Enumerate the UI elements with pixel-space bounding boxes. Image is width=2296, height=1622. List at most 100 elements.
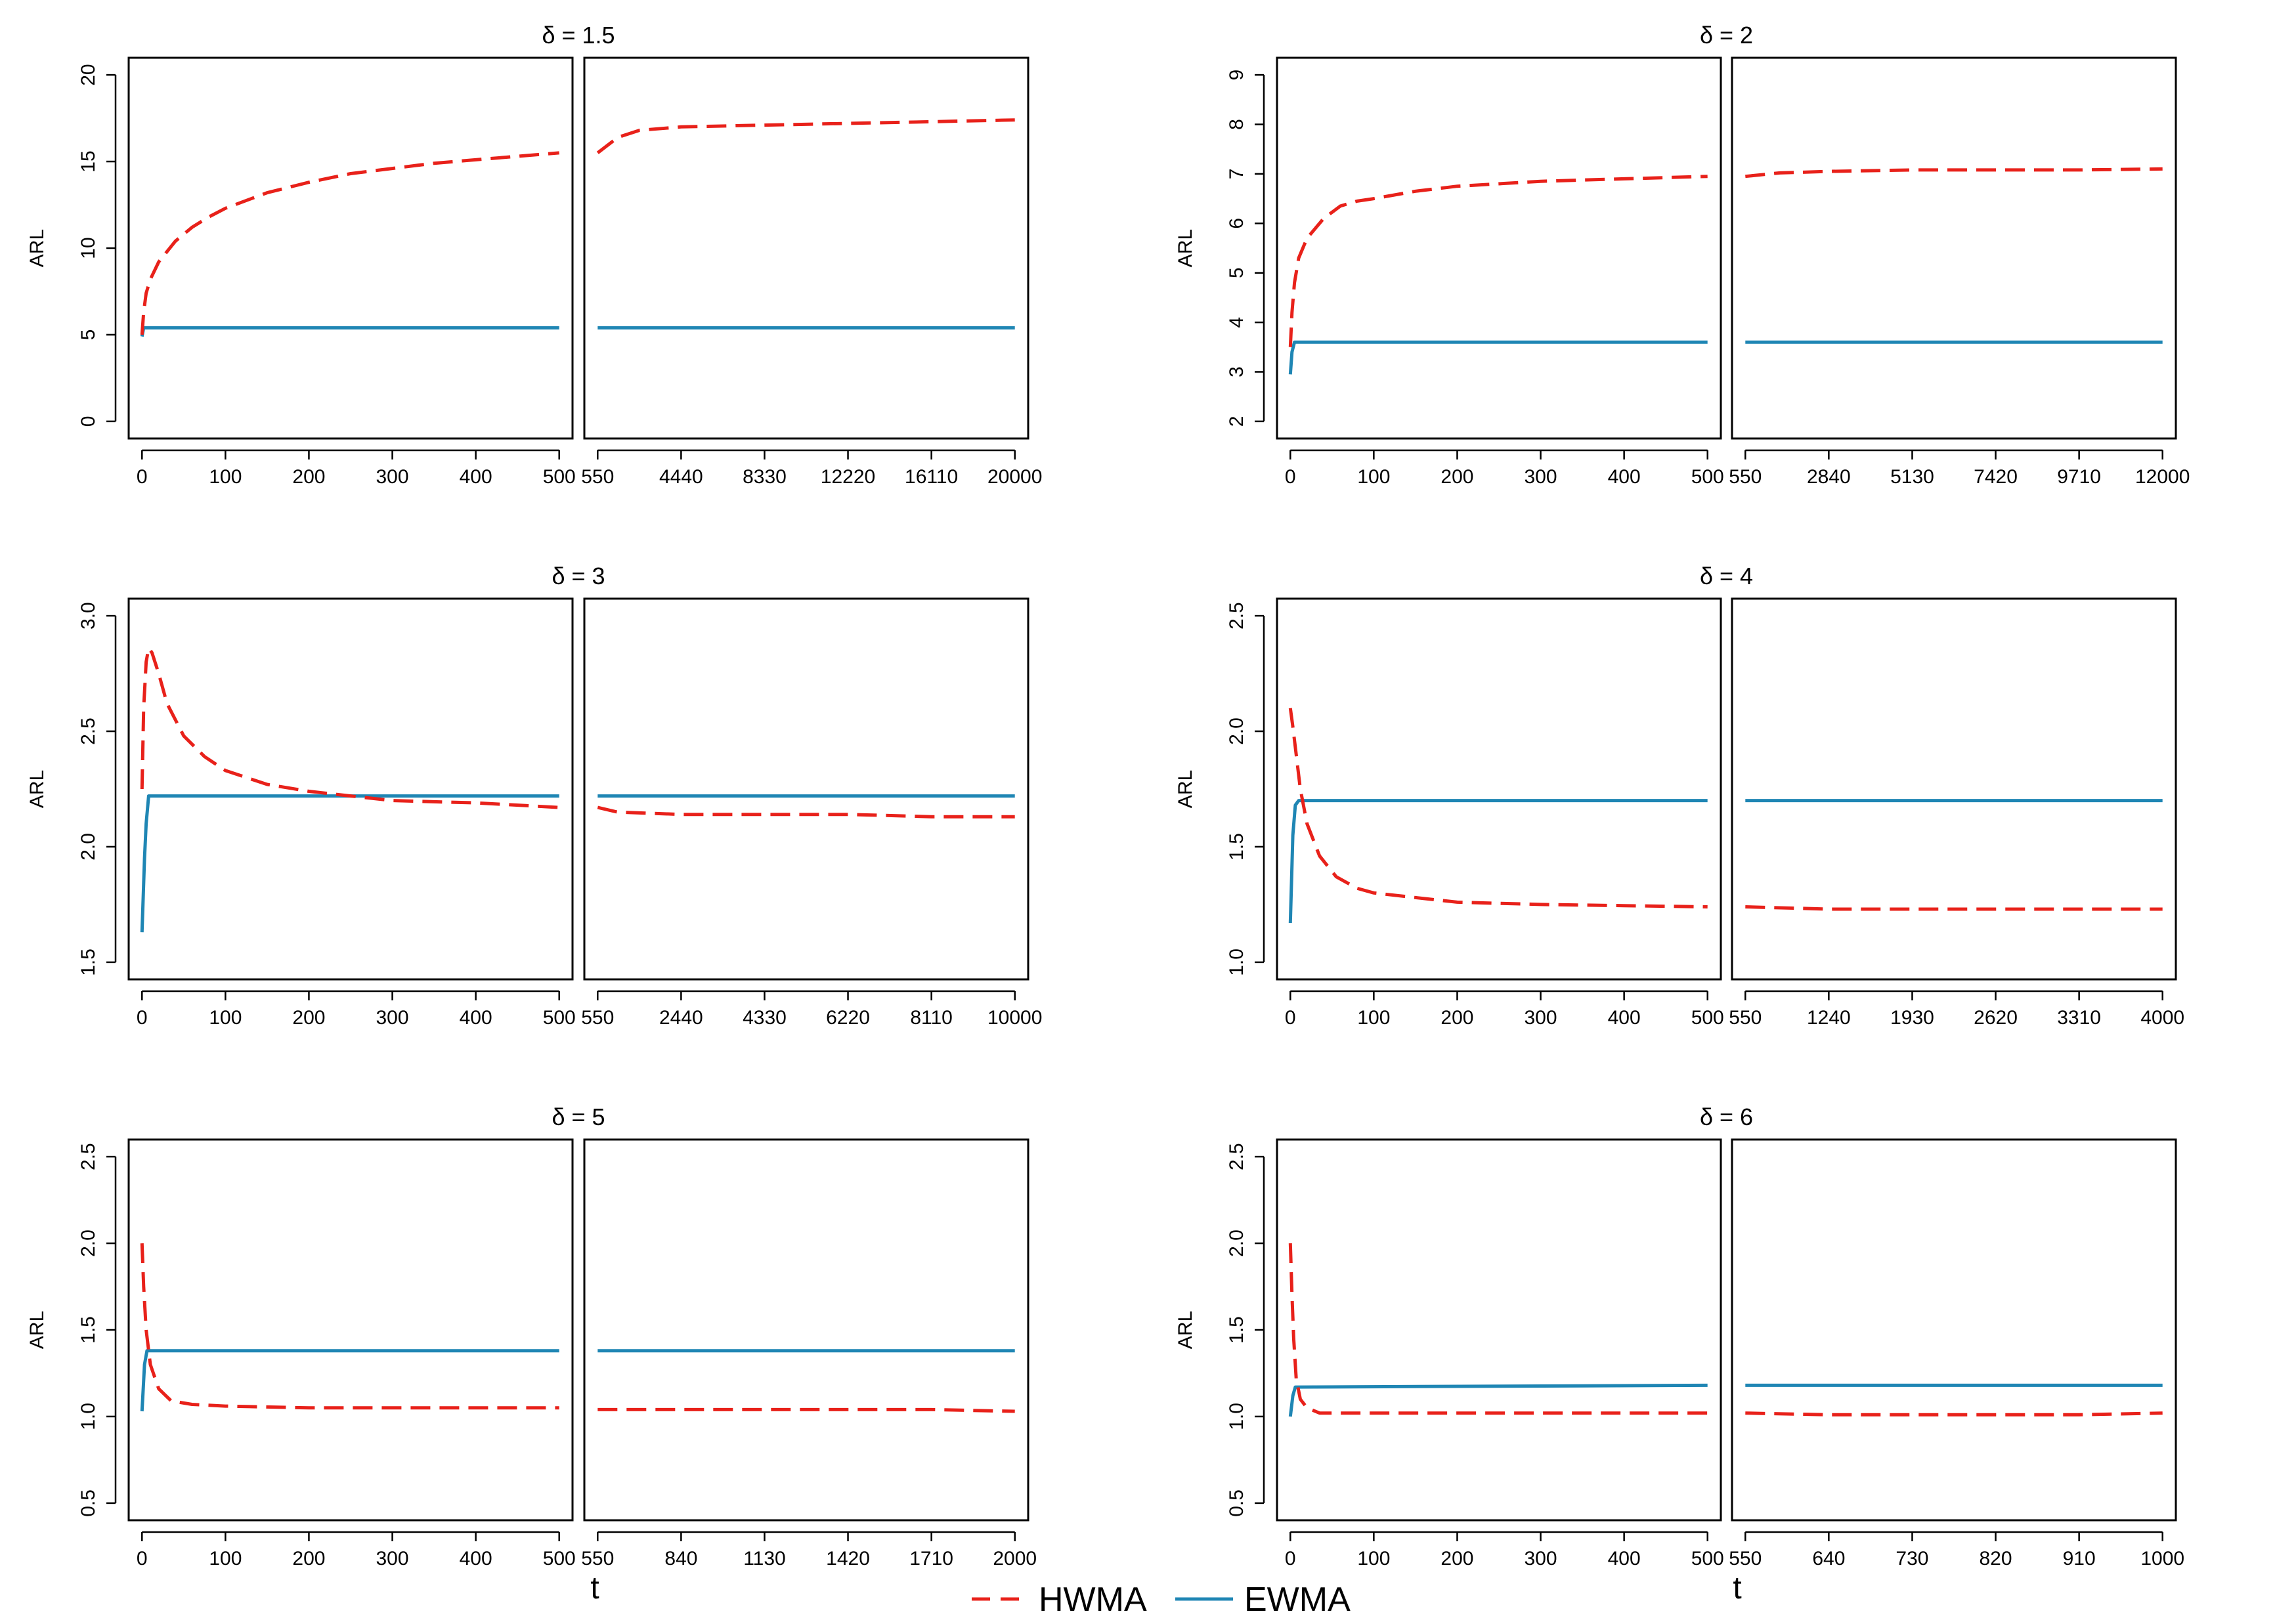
hwma-line-right xyxy=(1745,905,2163,911)
y-axis-label: ARL xyxy=(26,770,48,808)
right-x-tick-label: 550 xyxy=(1729,466,1762,488)
y-tick-label: 1.0 xyxy=(1226,949,1247,976)
y-tick-label: 1.0 xyxy=(1226,1403,1247,1430)
right-x-tick-label: 550 xyxy=(581,1548,614,1569)
panel-right-frame xyxy=(1731,56,2177,440)
left-x-tick-label: 100 xyxy=(209,1548,242,1569)
ewma-line-left xyxy=(1288,1383,1708,1417)
right-x-tick-label: 4330 xyxy=(743,1007,787,1029)
right-x-tick-label: 550 xyxy=(1729,1548,1762,1569)
panel-left-frame xyxy=(1276,1138,1722,1522)
right-x-tick-label: 550 xyxy=(1729,1007,1762,1029)
right-x-tick-label: 1240 xyxy=(1807,1007,1851,1029)
y-tick-label: 2.0 xyxy=(1226,717,1247,745)
right-x-tick-label: 1000 xyxy=(2140,1548,2184,1569)
panel-2: δ = 2 2 3 4 5 6 7 8 9 ARL 0 100 200 300 400 500 550 2840 5… xyxy=(1175,22,2190,488)
panel-5: δ = 5 0.5 1.0 1.5 2.0 2.5 ARL 0 100 200 300 400 500 5… xyxy=(26,1103,1037,1569)
right-x-tick-label: 2000 xyxy=(993,1548,1037,1569)
panel-right-frame xyxy=(1731,597,2177,981)
y-tick-label: 10 xyxy=(77,237,99,259)
y-tick-label: 2.5 xyxy=(1226,1143,1247,1170)
y-tick-label: 3.0 xyxy=(77,602,99,630)
right-x-tick-label: 7420 xyxy=(1974,466,2018,488)
right-x-tick-label: 2840 xyxy=(1807,466,1851,488)
ewma-line-left xyxy=(140,326,559,337)
left-x-tick-label: 400 xyxy=(460,1007,492,1029)
hwma-line-left xyxy=(140,646,559,809)
y-tick-label: 2.5 xyxy=(77,1143,99,1170)
right-x-tick-label: 820 xyxy=(1980,1548,2012,1569)
left-x-tick-label: 100 xyxy=(209,466,242,488)
hwma-line-right xyxy=(1745,1411,2163,1417)
left-x-tick-label: 300 xyxy=(1525,1548,1557,1569)
y-axis-label: ARL xyxy=(1175,1311,1196,1349)
hwma-line-right xyxy=(597,1407,1015,1413)
right-x-tick-label: 4000 xyxy=(2140,1007,2184,1029)
left-x-tick-label: 500 xyxy=(1691,1007,1724,1029)
right-x-tick-label: 3310 xyxy=(2057,1007,2101,1029)
x-axis-label-left-column: t xyxy=(590,1571,599,1606)
x-axis-label-right-column: t xyxy=(1733,1571,1741,1606)
panel-6: δ = 6 0.5 1.0 1.5 2.0 2.5 ARL 0 100 200 300 400 500 5… xyxy=(1175,1103,2184,1569)
panel-right-frame xyxy=(583,56,1029,440)
hwma-line-right xyxy=(597,805,1015,819)
y-tick-label: 1.5 xyxy=(77,949,99,976)
y-axis-label: ARL xyxy=(1175,229,1196,267)
right-x-tick-label: 6220 xyxy=(826,1007,870,1029)
left-x-tick-label: 0 xyxy=(1285,1548,1296,1569)
y-tick-label: 0.5 xyxy=(77,1489,99,1517)
panel-title: δ = 3 xyxy=(552,563,605,589)
panel-left-frame xyxy=(127,1138,574,1522)
y-tick-label: 7 xyxy=(1226,169,1247,180)
right-x-tick-label: 2440 xyxy=(659,1007,703,1029)
panel-title: δ = 2 xyxy=(1700,22,1753,49)
panel-title: δ = 4 xyxy=(1700,563,1753,589)
legend: HWMA EWMA xyxy=(972,1581,1351,1619)
left-x-tick-label: 300 xyxy=(376,1548,409,1569)
y-tick-label: 2.0 xyxy=(77,1229,99,1257)
y-tick-label: 15 xyxy=(77,150,99,172)
right-x-tick-label: 1930 xyxy=(1890,1007,1934,1029)
right-x-tick-label: 5130 xyxy=(1890,466,1934,488)
left-x-tick-label: 400 xyxy=(1608,466,1641,488)
left-x-tick-label: 200 xyxy=(292,1007,325,1029)
y-tick-label: 6 xyxy=(1226,218,1247,229)
hwma-line-left xyxy=(140,151,559,335)
left-x-tick-label: 500 xyxy=(1691,1548,1724,1569)
hwma-line-left xyxy=(1288,708,1708,908)
left-x-tick-label: 400 xyxy=(460,1548,492,1569)
legend-ewma-label: EWMA xyxy=(1244,1581,1351,1619)
left-x-tick-label: 100 xyxy=(209,1007,242,1029)
left-x-tick-label: 0 xyxy=(137,1007,148,1029)
y-tick-label: 20 xyxy=(77,64,99,85)
left-x-tick-label: 0 xyxy=(137,1548,148,1569)
hwma-line-left xyxy=(1288,1243,1708,1415)
right-x-tick-label: 12220 xyxy=(821,466,875,488)
hwma-line-right xyxy=(1745,167,2163,179)
left-x-tick-label: 500 xyxy=(1691,466,1724,488)
y-tick-label: 2.0 xyxy=(1226,1229,1247,1257)
hwma-line-left xyxy=(140,1243,559,1410)
legend-hwma-label: HWMA xyxy=(1039,1581,1147,1619)
left-x-tick-label: 200 xyxy=(292,1548,325,1569)
right-x-tick-label: 8330 xyxy=(743,466,787,488)
ewma-line-left xyxy=(140,794,559,933)
y-tick-label: 9 xyxy=(1226,70,1247,81)
left-x-tick-label: 400 xyxy=(460,466,492,488)
panel-title: δ = 5 xyxy=(552,1103,605,1130)
hwma-line-right xyxy=(596,118,1015,154)
right-x-tick-label: 640 xyxy=(1812,1548,1845,1569)
hwma-line-left xyxy=(1288,175,1708,347)
left-x-tick-label: 400 xyxy=(1608,1007,1641,1029)
right-x-tick-label: 4440 xyxy=(659,466,703,488)
right-x-tick-label: 9710 xyxy=(2057,466,2101,488)
left-x-tick-label: 0 xyxy=(1285,466,1296,488)
y-tick-label: 2 xyxy=(1226,416,1247,427)
ewma-line-left xyxy=(1288,799,1708,924)
y-axis-label: ARL xyxy=(26,1311,48,1349)
y-tick-label: 2.5 xyxy=(77,717,99,745)
ewma-line-left xyxy=(140,1349,559,1412)
y-tick-label: 4 xyxy=(1226,317,1247,328)
left-x-tick-label: 200 xyxy=(1440,1007,1473,1029)
left-x-tick-label: 300 xyxy=(376,1007,409,1029)
